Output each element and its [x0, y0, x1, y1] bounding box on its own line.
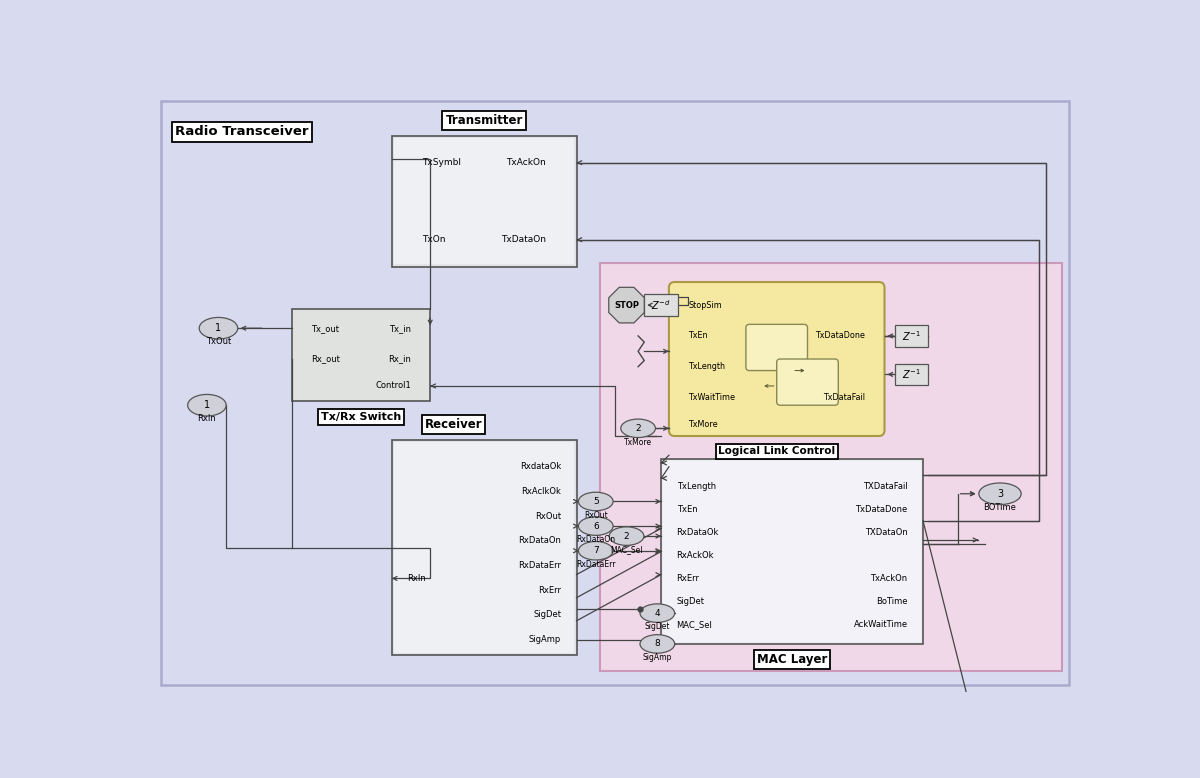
Ellipse shape: [610, 527, 644, 545]
Text: 2: 2: [624, 531, 629, 541]
Text: $Z^{-1}$: $Z^{-1}$: [902, 367, 920, 381]
Text: Logical Link Control: Logical Link Control: [718, 447, 835, 457]
Text: MAC_Sel: MAC_Sel: [611, 545, 643, 555]
Text: RxErr: RxErr: [677, 574, 700, 583]
FancyBboxPatch shape: [668, 282, 884, 436]
Text: SigDet: SigDet: [533, 610, 562, 619]
Bar: [394, 138, 574, 265]
Text: AckWaitTime: AckWaitTime: [853, 620, 907, 629]
Text: RxDataErr: RxDataErr: [576, 560, 616, 569]
Text: RxErr: RxErr: [538, 586, 562, 594]
Text: RxAckOk: RxAckOk: [677, 551, 714, 560]
Text: RxDataOn: RxDataOn: [576, 535, 616, 545]
Ellipse shape: [620, 419, 655, 437]
Text: Radio Transceiver: Radio Transceiver: [175, 125, 308, 138]
Text: TxWaitTime: TxWaitTime: [688, 393, 736, 402]
Text: TxDataDone: TxDataDone: [856, 505, 907, 513]
Text: Tx_in: Tx_in: [389, 324, 410, 333]
Text: TxOn: TxOn: [422, 235, 446, 244]
Text: RxDataOk: RxDataOk: [677, 527, 719, 537]
Text: TxDataFail: TxDataFail: [823, 393, 865, 402]
Text: RxDataErr: RxDataErr: [518, 561, 562, 569]
Text: BOTime: BOTime: [984, 503, 1016, 512]
Text: MAC Layer: MAC Layer: [757, 653, 827, 666]
Text: TxEn: TxEn: [688, 331, 708, 341]
Bar: [894, 363, 929, 385]
Text: TXDataFail: TXDataFail: [863, 482, 907, 491]
Text: TxAckOn: TxAckOn: [870, 574, 907, 583]
Text: 2: 2: [635, 424, 641, 433]
Text: Rx_in: Rx_in: [388, 355, 410, 363]
Text: 1: 1: [215, 323, 222, 333]
Text: 4: 4: [654, 608, 660, 618]
Text: RxIn: RxIn: [198, 414, 216, 422]
Text: TxDataOn: TxDataOn: [500, 235, 546, 244]
Text: $Z^{-d}$: $Z^{-d}$: [652, 298, 671, 312]
Ellipse shape: [578, 492, 613, 510]
Text: TXDataOn: TXDataOn: [865, 527, 907, 537]
Text: SigAmp: SigAmp: [529, 635, 562, 643]
Text: TxLength: TxLength: [688, 363, 725, 371]
Text: BoTime: BoTime: [876, 597, 907, 606]
Ellipse shape: [199, 317, 238, 339]
Ellipse shape: [578, 541, 613, 560]
Text: SigAmp: SigAmp: [643, 654, 672, 662]
Text: Transmitter: Transmitter: [445, 114, 523, 127]
Text: TxAckOn: TxAckOn: [506, 158, 546, 167]
Bar: [394, 442, 574, 654]
FancyBboxPatch shape: [776, 359, 839, 405]
FancyBboxPatch shape: [746, 324, 808, 370]
Text: 6: 6: [593, 521, 599, 531]
Text: STOP: STOP: [614, 300, 640, 310]
Text: RxIn: RxIn: [407, 574, 426, 583]
Ellipse shape: [979, 483, 1021, 505]
Bar: [391, 440, 576, 655]
Ellipse shape: [578, 517, 613, 535]
Text: 7: 7: [593, 546, 599, 555]
Text: Tx_out: Tx_out: [311, 324, 338, 333]
Bar: [662, 461, 922, 643]
Bar: [894, 325, 929, 347]
Text: RxOut: RxOut: [535, 512, 562, 520]
Text: TxMore: TxMore: [688, 420, 718, 429]
Text: 8: 8: [654, 640, 660, 648]
Text: 3: 3: [997, 489, 1003, 499]
Text: $Z^{-1}$: $Z^{-1}$: [902, 329, 920, 343]
Bar: [292, 309, 431, 401]
Text: RxAclkOk: RxAclkOk: [521, 487, 562, 496]
Polygon shape: [608, 287, 644, 323]
Bar: [600, 263, 1062, 671]
Text: TxDataDone: TxDataDone: [815, 331, 865, 341]
Ellipse shape: [187, 394, 226, 416]
Text: TxSymbl: TxSymbl: [422, 158, 462, 167]
Text: Tx/Rx Switch: Tx/Rx Switch: [320, 412, 401, 422]
Text: TxEn: TxEn: [677, 505, 697, 513]
Bar: [391, 135, 576, 267]
Text: SigDet: SigDet: [677, 597, 704, 606]
Bar: [644, 294, 678, 316]
Text: TxOut: TxOut: [206, 337, 232, 345]
Bar: [661, 459, 923, 644]
Text: TxMore: TxMore: [624, 438, 652, 447]
Ellipse shape: [640, 635, 674, 654]
Ellipse shape: [640, 604, 674, 622]
Text: 5: 5: [593, 497, 599, 506]
Text: TxLength: TxLength: [677, 482, 715, 491]
Text: Rx_out: Rx_out: [311, 355, 340, 363]
Text: Receiver: Receiver: [425, 418, 482, 431]
Text: 1: 1: [204, 400, 210, 410]
Text: MAC_Sel: MAC_Sel: [677, 620, 713, 629]
Text: Control1: Control1: [376, 381, 410, 391]
Text: SigDet: SigDet: [644, 622, 670, 632]
Text: RxDataOn: RxDataOn: [518, 536, 562, 545]
Text: RxdataOk: RxdataOk: [520, 462, 562, 471]
Text: RxOut: RxOut: [584, 511, 607, 520]
Text: StopSim: StopSim: [688, 300, 722, 310]
